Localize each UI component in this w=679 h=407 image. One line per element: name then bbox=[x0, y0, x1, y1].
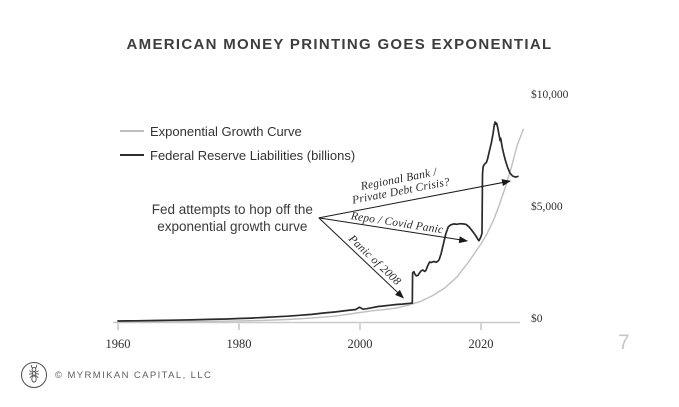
y-tick-label: $0 bbox=[531, 313, 543, 325]
annotation-arrow bbox=[318, 217, 404, 299]
annotation-arrow bbox=[318, 217, 469, 244]
series-federal-reserve-liabilities-billions- bbox=[117, 121, 519, 322]
legend-label: Federal Reserve Liabilities (billions) bbox=[150, 147, 356, 163]
x-tick-label: 1960 bbox=[105, 337, 131, 351]
x-tick-label: 1980 bbox=[226, 337, 252, 351]
series-exponential-growth-curve bbox=[117, 128, 524, 323]
x-tick-label: 2000 bbox=[347, 337, 373, 351]
legend-line-swatch-dark bbox=[120, 154, 144, 156]
callout-line: exponential growth curve bbox=[157, 218, 308, 234]
x-tick-label: 2020 bbox=[468, 337, 494, 351]
page-number: 7 bbox=[618, 331, 630, 354]
legend: Exponential Growth Curve Federal Reserve… bbox=[120, 119, 355, 167]
fed-hop-off-callout: Fed attempts to hop off the exponential … bbox=[152, 201, 313, 235]
x-axis bbox=[113, 321, 520, 330]
legend-line-swatch-gray bbox=[120, 130, 144, 132]
annotation-arrows bbox=[318, 179, 512, 299]
footer-copyright: © MYRMIKAN CAPITAL, LLC bbox=[55, 370, 213, 381]
y-tick-label: $5,000 bbox=[531, 201, 563, 213]
page-title: AMERICAN MONEY PRINTING GOES EXPONENTIAL bbox=[126, 36, 553, 53]
annotation-arrow bbox=[318, 179, 512, 219]
legend-item-fed-liabilities: Federal Reserve Liabilities (billions) bbox=[120, 143, 355, 167]
y-tick-label: $10,000 bbox=[531, 89, 569, 101]
legend-item-exponential-growth-curve: Exponential Growth Curve bbox=[120, 119, 355, 143]
callout-line: Fed attempts to hop off the bbox=[151, 201, 313, 217]
legend-label: Exponential Growth Curve bbox=[150, 123, 302, 139]
myrmikan-ant-logo bbox=[21, 362, 47, 388]
chart-series bbox=[117, 121, 524, 323]
